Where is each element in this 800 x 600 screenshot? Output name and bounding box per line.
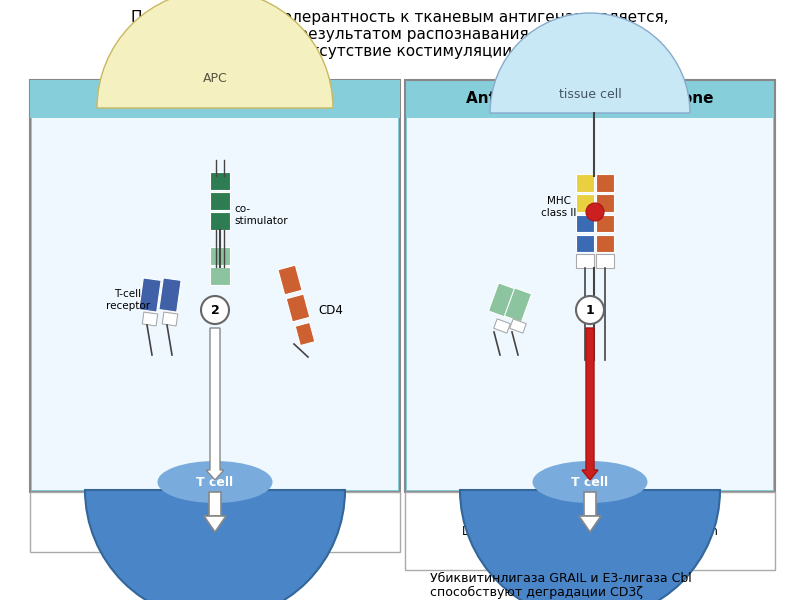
Ellipse shape bbox=[533, 461, 647, 503]
Polygon shape bbox=[278, 265, 302, 295]
Wedge shape bbox=[85, 490, 345, 600]
Circle shape bbox=[586, 203, 604, 221]
Bar bbox=[405, 80, 775, 492]
Bar bbox=[576, 235, 594, 252]
Bar bbox=[30, 492, 400, 552]
Wedge shape bbox=[97, 0, 333, 108]
Bar bbox=[209, 492, 221, 516]
Bar bbox=[596, 235, 614, 252]
Text: Периферическая толерантность к тканевым антигенам является,: Периферическая толерантность к тканевым … bbox=[131, 10, 669, 25]
Bar bbox=[210, 247, 230, 265]
Text: в частности, результатом распознавания антигена: в частности, результатом распознавания а… bbox=[192, 27, 608, 42]
Bar bbox=[210, 172, 230, 190]
Polygon shape bbox=[510, 319, 526, 333]
Ellipse shape bbox=[158, 461, 273, 503]
Polygon shape bbox=[162, 312, 178, 326]
Bar bbox=[407, 118, 773, 490]
Text: в отсутствие костимуляции: в отсутствие костимуляции bbox=[287, 44, 513, 59]
Text: MHC
class II: MHC class II bbox=[542, 196, 577, 218]
Bar bbox=[30, 80, 400, 118]
Bar bbox=[405, 492, 775, 570]
Text: APC: APC bbox=[202, 71, 227, 85]
Polygon shape bbox=[505, 288, 531, 322]
Bar bbox=[576, 174, 594, 192]
Bar bbox=[32, 118, 398, 490]
Text: T-cell
receptor: T-cell receptor bbox=[106, 289, 150, 311]
Polygon shape bbox=[286, 294, 310, 322]
Bar bbox=[596, 215, 614, 232]
Text: Inactivation (anergy) or deletion of T cell: Inactivation (anergy) or deletion of T c… bbox=[469, 509, 711, 521]
Text: Antigen-specific signal alone: Antigen-specific signal alone bbox=[466, 91, 714, 107]
Polygon shape bbox=[139, 278, 161, 312]
Bar bbox=[596, 174, 614, 192]
Bar bbox=[576, 215, 594, 232]
Text: T cell: T cell bbox=[571, 475, 609, 488]
Polygon shape bbox=[494, 319, 510, 333]
Text: Co-stimulatory signal alone: Co-stimulatory signal alone bbox=[97, 91, 333, 107]
Polygon shape bbox=[579, 516, 601, 532]
Text: tissue cell: tissue cell bbox=[558, 88, 622, 101]
Text: No effect on T cell: No effect on T cell bbox=[152, 515, 278, 529]
Bar bbox=[210, 192, 230, 210]
Bar bbox=[576, 254, 594, 268]
Circle shape bbox=[201, 296, 229, 324]
FancyArrow shape bbox=[206, 328, 224, 480]
Wedge shape bbox=[490, 13, 690, 113]
Text: T cell: T cell bbox=[197, 475, 234, 488]
Text: Decreased TCR signaling through induction: Decreased TCR signaling through inductio… bbox=[462, 524, 718, 538]
Polygon shape bbox=[159, 278, 181, 312]
Polygon shape bbox=[204, 516, 226, 532]
Text: способствуют деградации CD3ζ: способствуют деградации CD3ζ bbox=[430, 586, 643, 599]
Bar bbox=[576, 194, 594, 212]
Bar bbox=[210, 212, 230, 230]
Text: co-
stimulator: co- stimulator bbox=[234, 204, 288, 226]
Polygon shape bbox=[489, 283, 515, 317]
Bar bbox=[210, 267, 230, 285]
Circle shape bbox=[576, 296, 604, 324]
Polygon shape bbox=[142, 312, 158, 326]
Bar bbox=[596, 194, 614, 212]
Bar bbox=[596, 254, 614, 268]
Text: Убиквитинлигаза GRAIL и Е3-лигаза Cbl: Убиквитинлигаза GRAIL и Е3-лигаза Cbl bbox=[430, 571, 692, 584]
FancyArrow shape bbox=[582, 328, 598, 480]
Bar bbox=[30, 80, 400, 492]
Bar bbox=[584, 492, 596, 516]
Polygon shape bbox=[295, 322, 315, 346]
Wedge shape bbox=[460, 490, 720, 600]
Text: CD4: CD4 bbox=[318, 304, 343, 317]
Text: of GRAIL and activation of Cbl: of GRAIL and activation of Cbl bbox=[502, 541, 678, 553]
Text: 1: 1 bbox=[586, 304, 594, 317]
Text: 2: 2 bbox=[210, 304, 219, 317]
